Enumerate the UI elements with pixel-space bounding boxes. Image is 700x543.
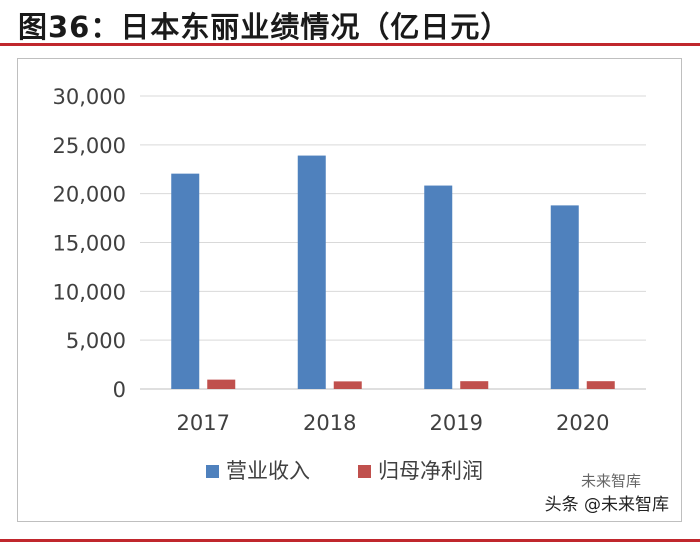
bar-revenue	[550, 205, 579, 389]
bar-revenue	[424, 185, 453, 389]
y-tick-label: 20,000	[53, 183, 126, 207]
bar-net-profit	[460, 381, 489, 389]
bar-revenue	[297, 155, 326, 389]
chart-panel: 0 5,000 10,000 15,000 20,000 25,000 30,000 2017…	[17, 58, 682, 522]
bar-net-profit	[207, 379, 236, 389]
y-tick-label: 5,000	[66, 329, 126, 353]
y-tick-label: 25,000	[53, 134, 126, 158]
x-tick-label: 2017	[177, 411, 230, 435]
legend-swatch	[206, 465, 219, 478]
x-tick-label: 2020	[556, 411, 609, 435]
y-tick-label: 15,000	[53, 232, 126, 256]
watermark-logo-text: 未来智库	[580, 472, 641, 490]
y-tick-label: 10,000	[53, 280, 126, 304]
x-tick-label: 2018	[303, 411, 356, 435]
bar-net-profit	[586, 381, 615, 389]
legend-label: 营业收入	[226, 459, 310, 483]
watermark-text: 头条 @未来智库	[544, 495, 669, 515]
legend-swatch	[358, 465, 371, 478]
y-tick-label: 30,000	[53, 85, 126, 109]
title-divider	[0, 43, 700, 46]
bottom-divider	[0, 539, 700, 542]
page-title: 图36：日本东丽业绩情况（亿日元）	[18, 10, 511, 44]
y-tick-label: 0	[113, 378, 126, 402]
bar-net-profit	[333, 381, 362, 389]
x-tick-label: 2019	[430, 411, 483, 435]
bar-chart: 0 5,000 10,000 15,000 20,000 25,000 30,000 2017…	[53, 85, 646, 483]
legend-label: 归母净利润	[378, 459, 483, 483]
bar-revenue	[171, 173, 200, 389]
